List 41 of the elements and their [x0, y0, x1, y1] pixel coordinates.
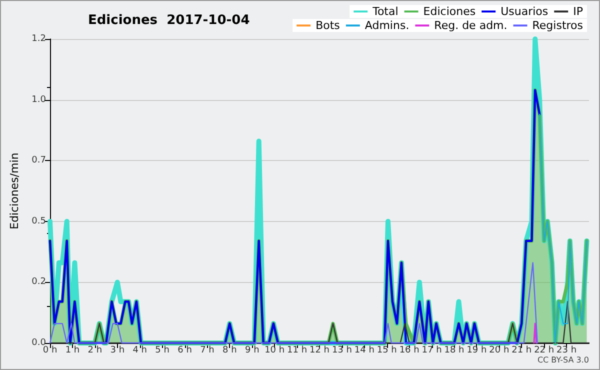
x-tick-label: 16 h	[399, 346, 420, 356]
x-tick-label: 20 h	[489, 346, 510, 356]
y-tick-label: 0.7	[32, 156, 46, 166]
y-axis-title: Ediciones/min	[8, 152, 21, 230]
legend-label: Usuarios	[500, 5, 548, 18]
x-tick-label: 15 h	[376, 346, 397, 356]
x-tick-label: 23 h	[556, 346, 577, 356]
x-tick-label: 9 h	[244, 346, 260, 356]
legend-label: Bots	[316, 19, 340, 32]
y-tick-label: 1.0	[32, 94, 46, 105]
legend-label: Registros	[532, 19, 584, 32]
x-tick-label: 4 h	[132, 346, 147, 356]
y-tick-label: 0.5	[32, 216, 46, 226]
x-tick-label: 18 h	[444, 346, 464, 356]
x-tick-label: 22 h	[534, 346, 554, 356]
text: CC BY-SA 3.0	[537, 356, 590, 364]
x-tick-label: 17 h	[422, 346, 442, 356]
y-tick-label: 1.2	[32, 34, 46, 44]
x-tick-label: 14 h	[354, 346, 374, 356]
x-tick-label: 1 h	[65, 346, 80, 356]
x-tick-label: 2 h	[88, 346, 102, 356]
x-tick-label: 3 h	[110, 346, 125, 356]
x-tick-label: 11 h	[287, 346, 308, 356]
line-series	[538, 114, 588, 344]
x-tick-label: 0 h	[42, 346, 58, 356]
y-tick-label: 0.2	[32, 277, 46, 288]
x-tick-label: 19 h	[466, 346, 487, 356]
legend-label: Ediciones	[423, 5, 476, 18]
x-tick-label: 7 h	[200, 346, 214, 356]
chart-title: Ediciones 2017-10-04	[88, 13, 250, 28]
x-tick-label: 21 h	[512, 346, 532, 356]
x-tick-label: 13 h	[332, 346, 352, 356]
x-tick-label: 5 h	[155, 346, 170, 356]
x-tick-label: 12 h	[309, 346, 330, 356]
legend-label: Reg. de adm.	[434, 19, 508, 32]
x-tick-label: 10 h	[264, 346, 285, 356]
x-tick-label: 8 h	[222, 346, 237, 356]
legend-label: Admins.	[364, 19, 410, 32]
x-tick-label: 6 h	[178, 346, 192, 356]
legend-label: IP	[573, 5, 584, 18]
legend-label: Total	[372, 5, 398, 18]
